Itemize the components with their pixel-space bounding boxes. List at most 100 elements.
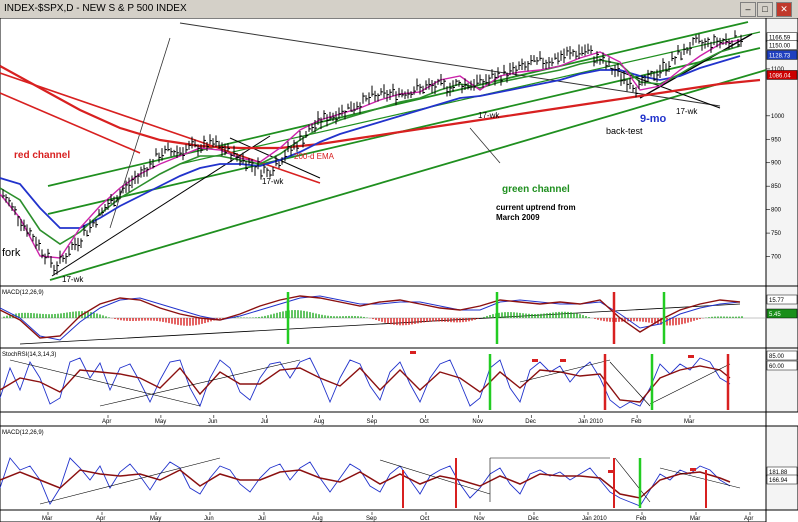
macd2-tags: 181.88 166.94 [766,466,798,485]
price-panel [0,18,767,287]
macd-trendline [19,303,741,345]
price-tick-label: 850 [771,184,782,190]
price-axis [765,18,798,287]
label-backtest: back-test [606,126,643,136]
date-tick-label: Jan 2010 [578,419,603,425]
label-17wk-d: 17-wk [676,107,698,116]
bottom-date-axis-labels: Mar Apr May Jun Jul Aug Sep Oct Nov Dec Jan 2010 Fe… [42,512,753,522]
date-tick-label: Jun [204,516,214,522]
date-tick-label: Nov [472,419,483,425]
date-tick-label: Jan 2010 [582,516,607,522]
date-tick-label: Sep [366,516,377,522]
date-tick-label: Jul [258,516,266,522]
stochrsi-slow-line [0,365,731,403]
date-tick-label: Apr [102,419,111,425]
ma-green-line [0,45,741,245]
stochrsi-markers [410,351,694,362]
date-tick-label: Aug [314,419,325,425]
label-ema: 200-d EMA [294,152,335,161]
date-tick-label: Apr [744,516,753,522]
indicator-tag-label: 85.00 [769,354,785,360]
stochrsi-trendlines [9,359,731,407]
date-tick-label: Apr [96,516,105,522]
date-tick-label: Mar [684,419,694,425]
price-tag-box [766,40,798,50]
stochrsi-sell-bars [603,354,730,410]
macd2-sell-bars [402,458,707,508]
date-tick-label: Dec [528,516,539,522]
red-channel-lower [0,92,141,154]
date-tick-label: Dec [525,419,536,425]
label-uptrend-2: March 2009 [496,213,540,222]
indicator-tag-box [766,294,798,305]
green-channel-upper [47,21,749,187]
macd2-label: MACD(12,26,9) [2,430,44,436]
price-tag-label: 1150.00 [769,43,791,49]
price-tick-label: 950 [771,137,782,143]
price-axis-ticks: 1100 1000 950 900 850 800 750 700 [766,67,785,261]
indicator-tag-label: 5.45 [769,312,781,318]
date-tick-label: Sep [367,419,378,425]
label-uptrend-1: current uptrend from [496,203,576,212]
stochrsi-label: StochRSI(14,3,14,3) [2,352,56,358]
macd2-trendlines [39,457,741,505]
date-tick-label: May [150,516,161,522]
window-title: INDEX-$SPX,D - NEW S & P 500 INDEX [4,3,187,14]
mid-date-axis [0,411,767,427]
price-bars [2,30,743,276]
date-tick-label: Oct [419,419,429,425]
price-tag-label: 1086.04 [769,73,791,79]
price-tick-label: 1000 [771,114,785,120]
downtrend-line [179,22,721,107]
label-17wk-a: 17-wk [62,275,84,284]
annotation-pointer-b [469,127,501,164]
date-tick-label: Feb [631,419,642,425]
stochrsi-signal-bars [488,354,654,410]
minimize-icon[interactable]: – [740,2,756,17]
close-icon[interactable]: ✕ [776,2,792,17]
macd-signal-bars [286,292,666,344]
macd2-markers [608,468,696,473]
price-tick-label: 750 [771,231,782,237]
price-tag-box [766,70,798,80]
trend-line-c [229,137,321,179]
indicator-tag-box [766,308,798,319]
price-tag-label: 1166.59 [769,36,791,42]
stochrsi-tags: 85.00 60.00 [766,350,798,371]
label-green-channel: green channel [502,184,570,195]
date-tick-label: Mar [42,516,52,522]
date-tick-label: Aug [312,516,323,522]
indicator-tag-label: 60.00 [769,364,785,370]
indicator-tag-box [766,474,798,485]
label-17wk-c: 17-wk [478,111,500,120]
label-9mo: 9-mo [640,113,667,125]
price-tick-label: 700 [771,255,782,261]
maximize-icon[interactable]: □ [757,2,773,17]
date-tick-label: Mar [690,516,700,522]
stock-chart: red channel fork green channel current u… [0,18,798,522]
date-tick-label: May [155,419,166,425]
date-tick-label: Jul [261,419,269,425]
label-red-channel: red channel [14,150,70,161]
macd-line [0,295,741,339]
date-tick-label: Nov [474,516,485,522]
date-tick-label: Jun [208,419,218,425]
macd2-fast-line [0,457,731,507]
price-tick-label: 1100 [771,67,785,73]
date-tick-label: Oct [420,516,430,522]
indicator-tag-box [766,360,798,371]
bottom-date-axis [0,509,767,522]
macd2-slow-line [0,469,731,499]
indicator-tag-label: 15.77 [769,298,785,304]
mid-date-axis-labels: Apr May Jun Jul Aug Sep Oct Nov Dec Jan 2010 Feb Ma… [102,415,694,425]
price-tag-label: 1128.73 [769,53,791,59]
stochrsi-fast-line [0,357,731,409]
label-fork: fork [2,247,21,259]
date-tick-label: Feb [636,516,647,522]
macd-tags: 15.77 5.45 [766,294,798,319]
green-channel-lower [49,69,767,281]
label-17wk-b: 17-wk [262,177,284,186]
green-channel-inner [179,31,761,165]
